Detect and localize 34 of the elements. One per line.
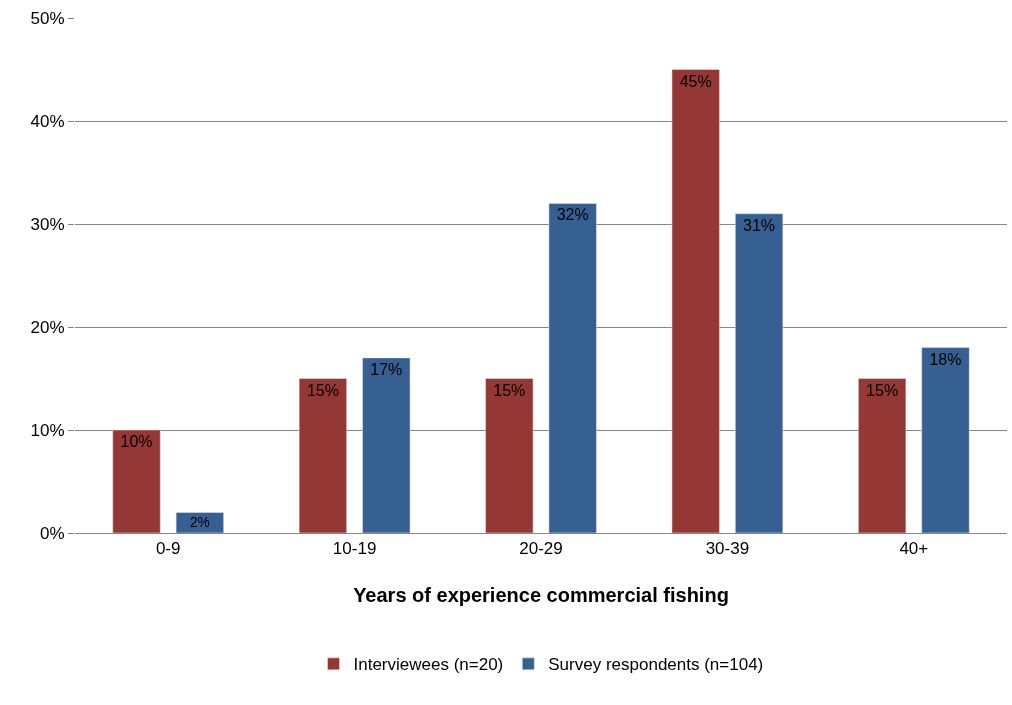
data-label: 10% — [120, 433, 153, 450]
bar — [858, 378, 907, 533]
y-tick-label: 0% — [40, 523, 65, 543]
legend-label: Survey respondents (n=104) — [548, 655, 764, 675]
bar — [548, 203, 597, 533]
bar — [362, 357, 411, 533]
x-axis-title: Years of experience commercial fishing — [353, 583, 729, 606]
bar — [112, 429, 161, 533]
data-label: 15% — [306, 381, 339, 399]
bar — [735, 213, 784, 533]
bar — [921, 347, 970, 533]
legend-label: Interviewees (n=20) — [353, 655, 504, 675]
data-label: 32% — [556, 206, 589, 224]
y-tick-label: 50% — [30, 8, 65, 28]
bar — [298, 378, 347, 533]
y-tick-label: 20% — [30, 317, 65, 337]
x-tick-label: 40+ — [899, 539, 929, 559]
data-label: 15% — [493, 381, 526, 399]
x-tick-label: 10-19 — [332, 539, 377, 559]
data-label: 31% — [743, 216, 776, 234]
y-tick-label: 30% — [30, 214, 65, 234]
x-tick-label: 30-39 — [705, 539, 750, 559]
bar — [485, 378, 534, 533]
y-tick-label: 10% — [30, 420, 65, 440]
data-label: 45% — [679, 72, 712, 90]
bar — [671, 69, 720, 533]
bar — [175, 512, 224, 533]
data-label: 15% — [866, 381, 899, 399]
data-label: 2% — [189, 515, 210, 531]
data-label: 18% — [929, 350, 962, 368]
x-tick-label: 0-9 — [155, 539, 181, 559]
x-tick-label: 20-29 — [519, 539, 563, 559]
data-label: 17% — [370, 360, 403, 378]
y-tick-label: 40% — [30, 111, 65, 131]
